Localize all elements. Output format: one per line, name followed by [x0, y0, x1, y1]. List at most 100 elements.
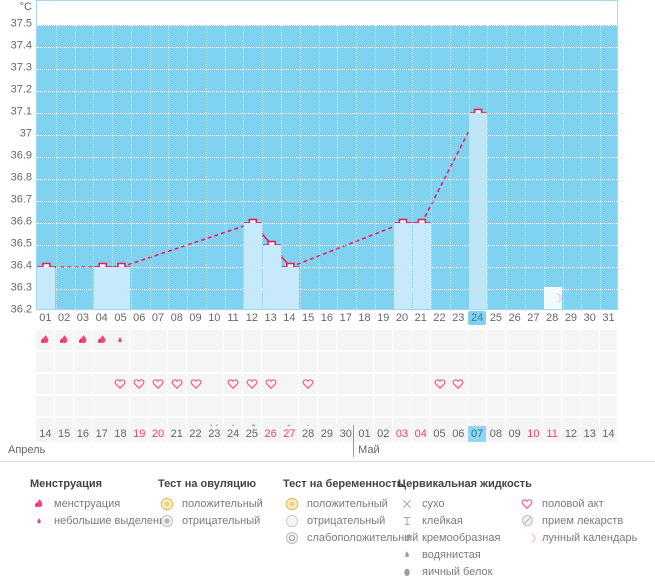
ovulation-test-cell[interactable]	[55, 352, 74, 372]
calendar-date[interactable]: 04	[411, 426, 430, 442]
menstruation-cell[interactable]	[280, 330, 299, 350]
intercourse-cell[interactable]	[355, 374, 374, 394]
chart-day-tick[interactable]: 16	[320, 312, 334, 324]
chart-day-tick[interactable]: 31	[602, 312, 615, 324]
chart-day-tick[interactable]: 11	[227, 312, 239, 324]
chart-day-tick[interactable]: 09	[189, 312, 202, 324]
pregnancy-test-cell[interactable]	[411, 396, 430, 416]
intercourse-cell[interactable]	[55, 374, 74, 394]
ovulation-test-cell[interactable]	[599, 352, 618, 372]
calendar-date[interactable]: 08	[486, 426, 505, 442]
ovulation-test-cell[interactable]	[73, 352, 92, 372]
ovulation-test-cell[interactable]	[317, 352, 336, 372]
calendar-date[interactable]: 19	[130, 426, 149, 442]
ovulation-test-cell[interactable]	[299, 352, 318, 372]
ovulation-test-cell[interactable]	[336, 352, 355, 372]
chart-day-tick[interactable]: 19	[377, 312, 390, 324]
intercourse-cell[interactable]	[505, 374, 524, 394]
ovulation-test-cell[interactable]	[486, 352, 505, 372]
chart-day-tick[interactable]: 29	[564, 312, 578, 324]
intercourse-cell[interactable]	[167, 374, 186, 394]
menstruation-cell[interactable]	[130, 330, 149, 350]
ovulation-test-cell[interactable]	[430, 352, 449, 372]
pregnancy-test-cell[interactable]	[355, 396, 374, 416]
pregnancy-test-cell[interactable]	[374, 396, 393, 416]
intercourse-cell[interactable]	[242, 374, 261, 394]
menstruation-cell[interactable]	[242, 330, 261, 350]
temperature-bar[interactable]	[281, 267, 300, 309]
pregnancy-test-cell[interactable]	[543, 396, 562, 416]
calendar-date[interactable]: 16	[73, 426, 92, 442]
calendar-date[interactable]: 10	[524, 426, 543, 442]
menstruation-cell[interactable]	[430, 330, 449, 350]
calendar-date[interactable]: 23	[205, 426, 224, 442]
pregnancy-test-cell[interactable]	[242, 396, 261, 416]
intercourse-cell[interactable]	[449, 374, 468, 394]
intercourse-cell[interactable]	[543, 374, 562, 394]
intercourse-cell[interactable]	[430, 374, 449, 394]
pregnancy-test-cell[interactable]	[317, 396, 336, 416]
intercourse-cell[interactable]	[411, 374, 430, 394]
pregnancy-test-cell[interactable]	[336, 396, 355, 416]
pregnancy-test-cell[interactable]	[580, 396, 599, 416]
calendar-date[interactable]: 13	[580, 426, 599, 442]
chart-day-tick[interactable]: 21	[414, 312, 427, 324]
ovulation-test-cell[interactable]	[374, 352, 393, 372]
calendar-date[interactable]: 15	[55, 426, 74, 442]
chart-day-tick[interactable]: 06	[133, 312, 146, 324]
chart-day-tick[interactable]: 12	[245, 312, 258, 324]
ovulation-test-cell[interactable]	[186, 352, 205, 372]
chart-day-tick[interactable]: 13	[264, 312, 277, 324]
chart-day-tick[interactable]: 04	[95, 312, 108, 324]
pregnancy-test-cell[interactable]	[130, 396, 149, 416]
calendar-date[interactable]: 26	[261, 426, 280, 442]
chart-day-tick[interactable]: 22	[433, 312, 446, 324]
intercourse-cell[interactable]	[580, 374, 599, 394]
ovulation-test-cell[interactable]	[111, 352, 130, 372]
calendar-date[interactable]: 02	[374, 426, 393, 442]
pregnancy-test-cell[interactable]	[561, 396, 580, 416]
pregnancy-test-cell[interactable]	[186, 396, 205, 416]
calendar-date[interactable]: 01	[355, 426, 374, 442]
temperature-bar[interactable]	[412, 223, 431, 309]
pregnancy-test-cell[interactable]	[299, 396, 318, 416]
calendar-date[interactable]: 14	[599, 426, 618, 442]
intercourse-cell[interactable]	[186, 374, 205, 394]
temperature-bar[interactable]	[243, 223, 262, 309]
ovulation-test-cell[interactable]	[468, 352, 487, 372]
pregnancy-test-cell[interactable]	[524, 396, 543, 416]
calendar-date[interactable]: 30	[336, 426, 355, 442]
ovulation-test-cell[interactable]	[505, 352, 524, 372]
intercourse-cell[interactable]	[317, 374, 336, 394]
temperature-bar[interactable]	[93, 267, 112, 309]
ovulation-test-cell[interactable]	[36, 352, 55, 372]
calendar-date[interactable]: 21	[167, 426, 186, 442]
intercourse-cell[interactable]	[205, 374, 224, 394]
chart-day-tick[interactable]: 23	[452, 312, 465, 324]
chart-day-tick[interactable]: 07	[151, 312, 165, 324]
temperature-bar[interactable]	[262, 245, 281, 309]
pregnancy-test-cell[interactable]	[111, 396, 130, 416]
intercourse-cell[interactable]	[111, 374, 130, 394]
menstruation-cell[interactable]	[317, 330, 336, 350]
intercourse-cell[interactable]	[36, 374, 55, 394]
ovulation-test-cell[interactable]	[543, 352, 562, 372]
chart-day-tick[interactable]: 10	[208, 312, 221, 324]
intercourse-cell[interactable]	[280, 374, 299, 394]
temperature-bar[interactable]	[394, 223, 412, 309]
intercourse-cell[interactable]	[468, 374, 487, 394]
ovulation-test-cell[interactable]	[130, 352, 149, 372]
menstruation-cell[interactable]	[468, 330, 487, 350]
pregnancy-test-cell[interactable]	[261, 396, 280, 416]
chart-day-tick[interactable]: 17	[339, 312, 352, 324]
pregnancy-test-cell[interactable]	[167, 396, 186, 416]
pregnancy-test-cell[interactable]	[149, 396, 167, 416]
menstruation-cell[interactable]	[580, 330, 599, 350]
intercourse-cell[interactable]	[73, 374, 92, 394]
ovulation-test-cell[interactable]	[261, 352, 280, 372]
menstruation-cell[interactable]	[374, 330, 393, 350]
ovulation-test-cell[interactable]	[205, 352, 224, 372]
pregnancy-test-cell[interactable]	[393, 396, 411, 416]
intercourse-cell[interactable]	[524, 374, 543, 394]
pregnancy-test-cell[interactable]	[55, 396, 74, 416]
